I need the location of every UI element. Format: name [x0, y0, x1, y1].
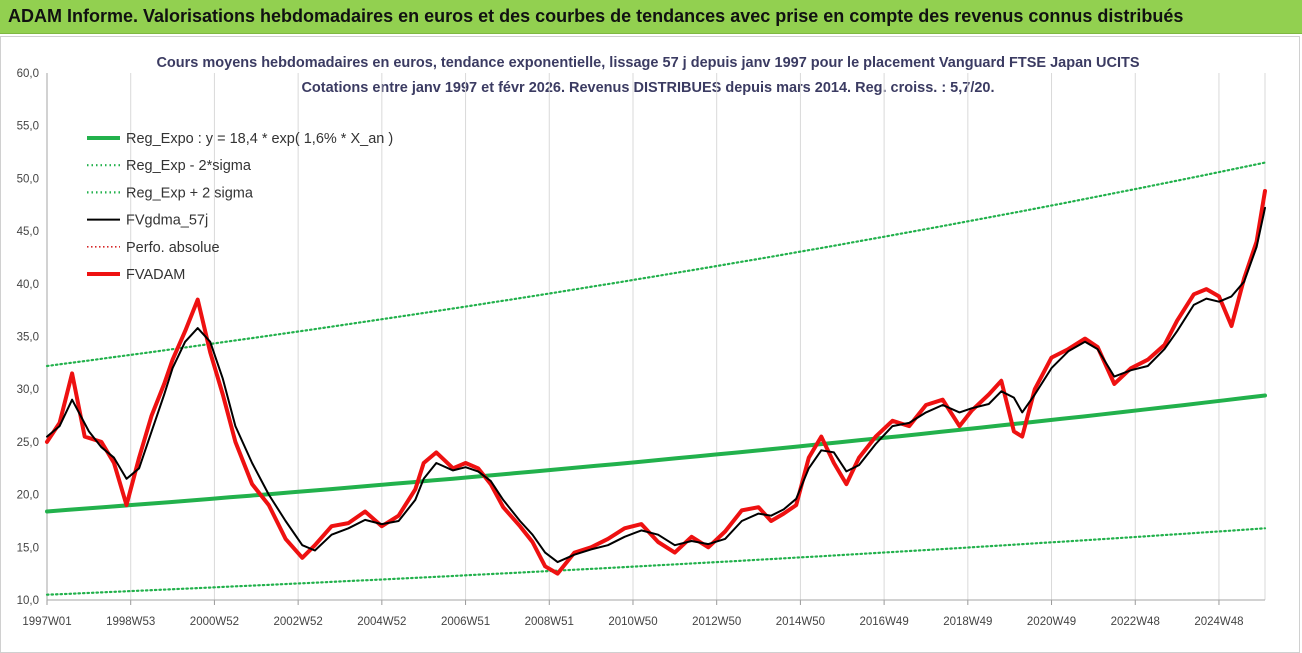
y-tick-label: 30,0	[17, 384, 39, 396]
chart-title: Cours moyens hebdomadaires en euros, ten…	[156, 55, 1139, 71]
legend-label: Reg_Exp - 2*sigma	[126, 158, 252, 174]
chart-subtitle: Cotations entre janv 1997 et févr 2026. …	[301, 80, 994, 96]
y-tick-label: 15,0	[17, 542, 39, 554]
y-tick-label: 10,0	[17, 595, 39, 607]
y-tick-label: 35,0	[17, 332, 39, 344]
legend-label: Perfo. absolue	[126, 240, 220, 256]
x-tick-label: 1998W53	[106, 616, 155, 628]
x-tick-label: 2010W50	[608, 616, 657, 628]
x-tick-label: 2022W48	[1111, 616, 1160, 628]
y-tick-label: 40,0	[17, 279, 39, 291]
series-line-0	[45, 393, 1267, 514]
x-tick-label: 2012W50	[692, 616, 741, 628]
x-tick-label: 2020W49	[1027, 616, 1076, 628]
x-tick-label: 2008W51	[525, 616, 574, 628]
legend-label: Reg_Expo : y = 18,4 * exp( 1,6% * X_an )	[126, 131, 393, 147]
chart-area	[0, 36, 1300, 653]
banner: ADAM Informe. Valorisations hebdomadaire…	[0, 0, 1302, 34]
x-tick-label: 2014W50	[776, 616, 825, 628]
x-tick-label: 2002W52	[274, 616, 323, 628]
x-tick-label: 2004W52	[357, 616, 406, 628]
legend-label: Reg_Exp + 2 sigma	[126, 185, 254, 201]
x-tick-label: 2006W51	[441, 616, 490, 628]
x-tick-label: 2024W48	[1194, 616, 1243, 628]
legend-label: FVADAM	[126, 267, 185, 283]
y-tick-label: 25,0	[17, 437, 39, 449]
y-tick-label: 20,0	[17, 490, 39, 502]
x-tick-label: 2000W52	[190, 616, 239, 628]
x-tick-label: 2016W49	[859, 616, 908, 628]
y-tick-label: 55,0	[17, 121, 39, 133]
y-tick-label: 50,0	[17, 173, 39, 185]
series-line-2	[45, 161, 1267, 368]
series-line-5	[45, 189, 1267, 576]
legend-label: FVgdma_57j	[126, 213, 208, 229]
y-tick-label: 60,0	[17, 68, 39, 80]
series-line-3	[46, 206, 1266, 564]
series-line-1	[45, 527, 1267, 596]
y-tick-label: 45,0	[17, 226, 39, 238]
banner-title: ADAM Informe. Valorisations hebdomadaire…	[8, 6, 1184, 26]
x-tick-label: 2018W49	[943, 616, 992, 628]
x-tick-label: 1997W01	[22, 616, 71, 628]
